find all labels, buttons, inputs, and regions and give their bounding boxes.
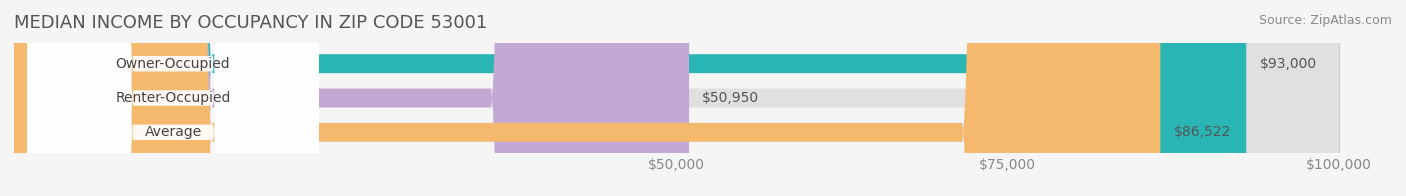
FancyBboxPatch shape [14, 0, 1339, 196]
FancyBboxPatch shape [14, 0, 1339, 196]
FancyBboxPatch shape [14, 0, 1160, 196]
Text: $50,950: $50,950 [703, 91, 759, 105]
FancyBboxPatch shape [27, 0, 319, 196]
FancyBboxPatch shape [14, 0, 689, 196]
Text: MEDIAN INCOME BY OCCUPANCY IN ZIP CODE 53001: MEDIAN INCOME BY OCCUPANCY IN ZIP CODE 5… [14, 14, 488, 32]
Text: Renter-Occupied: Renter-Occupied [115, 91, 231, 105]
FancyBboxPatch shape [14, 0, 1246, 196]
Text: $86,522: $86,522 [1174, 125, 1230, 139]
FancyBboxPatch shape [27, 0, 319, 196]
FancyBboxPatch shape [14, 0, 1339, 196]
FancyBboxPatch shape [27, 0, 319, 196]
Text: Source: ZipAtlas.com: Source: ZipAtlas.com [1258, 14, 1392, 27]
Text: $93,000: $93,000 [1260, 57, 1316, 71]
Text: Owner-Occupied: Owner-Occupied [115, 57, 231, 71]
Text: Average: Average [145, 125, 201, 139]
